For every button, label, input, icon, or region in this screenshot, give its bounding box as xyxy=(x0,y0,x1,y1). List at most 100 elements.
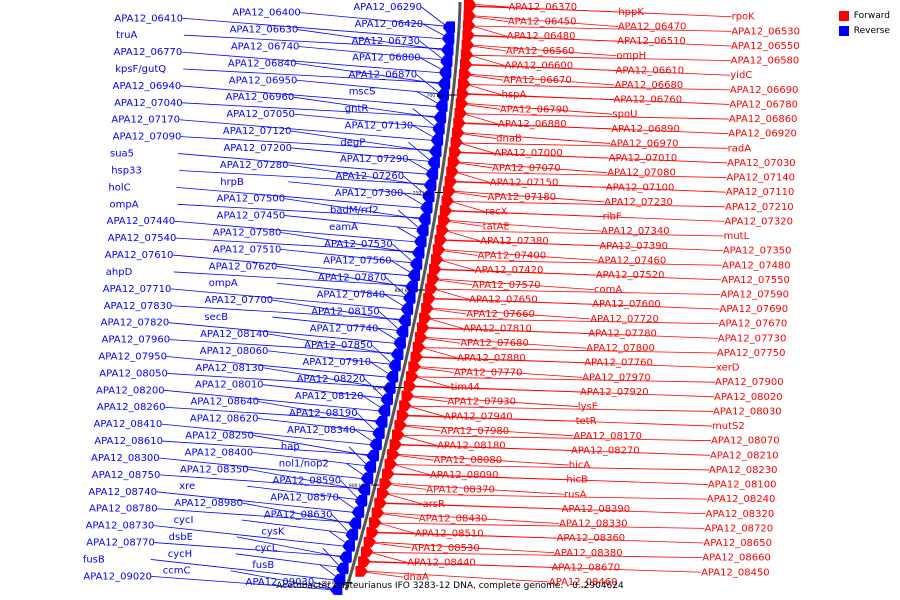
gene-label[interactable]: ahpD xyxy=(106,267,133,278)
gene-label[interactable]: APA12_08340 xyxy=(287,425,356,436)
gene-label[interactable]: APA12_07150 xyxy=(490,177,559,188)
gene-label[interactable]: APA12_07770 xyxy=(454,367,523,378)
gene-label[interactable]: APA12_07950 xyxy=(98,352,167,363)
gene-label[interactable]: APA12_06480 xyxy=(507,31,576,42)
gene-label[interactable]: APA12_08300 xyxy=(91,453,160,464)
gene-label[interactable]: APA12_08450 xyxy=(701,567,770,578)
gene-label[interactable]: APA12_08410 xyxy=(94,419,163,430)
gene-label[interactable]: APA12_06550 xyxy=(731,41,800,52)
gene-label[interactable]: APA12_07120 xyxy=(223,126,292,137)
gene-label[interactable]: APA12_07610 xyxy=(105,250,174,261)
gene-label[interactable]: ccmC xyxy=(163,566,191,577)
gene-label[interactable]: secB xyxy=(204,312,228,323)
gene-label[interactable]: APA12_07740 xyxy=(310,323,379,334)
gene-label[interactable]: APA12_07180 xyxy=(488,192,557,203)
gene-label[interactable]: APA12_07880 xyxy=(457,353,526,364)
gene-label[interactable]: comA xyxy=(594,285,622,296)
gene-label[interactable]: holC xyxy=(108,182,130,193)
gene-label[interactable]: APA12_06790 xyxy=(500,104,569,115)
gene-label[interactable]: APA12_07450 xyxy=(217,211,286,222)
gene-label[interactable]: APA12_08330 xyxy=(559,519,628,530)
gene-label[interactable]: APA12_06740 xyxy=(231,41,300,52)
gene-label[interactable]: APA12_07660 xyxy=(466,309,535,320)
gene-label[interactable]: APA12_07560 xyxy=(323,256,392,267)
gene-label[interactable]: APA12_07540 xyxy=(108,233,177,244)
gene-label[interactable]: ompA xyxy=(110,199,139,210)
gene-label[interactable]: APA12_07050 xyxy=(226,109,295,120)
gene-label[interactable]: tim44 xyxy=(451,382,480,393)
gene-label[interactable]: APA12_06760 xyxy=(614,95,683,106)
gene-label[interactable]: xre xyxy=(179,481,195,492)
gene-label[interactable]: APA12_09030 xyxy=(246,577,315,588)
gene-label[interactable]: dnaB xyxy=(496,134,522,145)
gene-label[interactable]: APA12_07110 xyxy=(726,187,795,198)
gene-label[interactable]: kpsF/gutQ xyxy=(115,64,166,75)
gene-label[interactable]: APA12_07620 xyxy=(209,261,278,272)
gene-label[interactable]: truA xyxy=(116,30,137,41)
gene-label[interactable]: hrpB xyxy=(220,177,244,188)
gene-label[interactable]: APA12_08010 xyxy=(195,380,264,391)
gene-label[interactable]: APA12_07580 xyxy=(213,227,282,238)
gene-label[interactable]: rpoK xyxy=(732,12,756,23)
gene-label[interactable]: dsbE xyxy=(169,532,193,543)
gene-label[interactable]: APA12_06400 xyxy=(232,8,301,19)
gene-label[interactable]: APA12_08750 xyxy=(92,470,161,481)
gene-label[interactable]: APA12_06690 xyxy=(730,85,799,96)
gene-label[interactable]: cycL xyxy=(255,543,278,554)
gene-label[interactable]: APA12_08220 xyxy=(297,374,366,385)
gene-label[interactable]: hicA xyxy=(569,460,591,471)
gene-label[interactable]: APA12_07810 xyxy=(463,324,532,335)
gene-label[interactable]: APA12_08620 xyxy=(190,414,259,425)
gene-label[interactable]: APA12_08150 xyxy=(311,306,380,317)
gene-label[interactable]: APA12_08370 xyxy=(426,484,495,495)
gene-label[interactable]: hicB xyxy=(566,475,588,486)
gene-label[interactable]: APA12_06420 xyxy=(355,19,424,30)
gene-label[interactable]: APA12_06770 xyxy=(114,47,183,58)
gene-label[interactable]: APA12_08270 xyxy=(571,445,640,456)
gene-label[interactable]: APA12_08130 xyxy=(195,363,264,374)
gene-label[interactable]: APA12_08060 xyxy=(200,346,269,357)
gene-label[interactable]: rusA xyxy=(564,489,587,500)
gene-label[interactable]: tetR xyxy=(576,416,597,427)
gene-label[interactable]: APA12_08570 xyxy=(270,492,339,503)
gene-label[interactable]: APA12_07780 xyxy=(588,328,657,339)
gene-label[interactable]: APA12_07510 xyxy=(213,244,282,255)
gene-label[interactable]: APA12_07800 xyxy=(586,343,655,354)
gene-label[interactable]: arsR xyxy=(423,499,445,510)
gene-label[interactable]: APA12_07260 xyxy=(335,171,404,182)
gene-label[interactable]: APA12_07460 xyxy=(598,255,667,266)
gene-label[interactable]: APA12_06530 xyxy=(731,26,800,37)
gene-label[interactable]: APA12_08170 xyxy=(573,431,642,442)
gene-label[interactable]: APA12_08320 xyxy=(706,509,775,520)
gene-label[interactable]: APA12_07900 xyxy=(715,377,784,388)
gene-label[interactable]: APA12_06960 xyxy=(226,92,295,103)
gene-label[interactable]: APA12_06950 xyxy=(229,75,298,86)
gene-label[interactable]: cysK xyxy=(261,526,285,537)
gene-label[interactable]: APA12_08070 xyxy=(711,436,780,447)
gene-label[interactable]: APA12_08660 xyxy=(702,553,771,564)
gene-label[interactable]: APA12_08140 xyxy=(200,329,269,340)
gene-label[interactable]: nol1/nop2 xyxy=(279,459,329,470)
gene-label[interactable]: APA12_07520 xyxy=(596,270,665,281)
gene-label[interactable]: APA12_08390 xyxy=(562,504,631,515)
gene-label[interactable]: APA12_07840 xyxy=(317,290,386,301)
gene-label[interactable]: APA12_07750 xyxy=(717,348,786,359)
gene-label[interactable]: APA12_08230 xyxy=(709,465,778,476)
gene-label[interactable]: APA12_07290 xyxy=(340,154,409,165)
gene-label[interactable]: hap xyxy=(281,442,300,453)
gene-label[interactable]: APA12_07910 xyxy=(302,357,371,368)
gene-label[interactable]: APA12_07170 xyxy=(111,115,180,126)
gene-label[interactable]: APA12_07680 xyxy=(460,338,529,349)
gene-label[interactable]: gntR xyxy=(345,103,369,114)
gene-label[interactable]: APA12_06670 xyxy=(503,75,572,86)
gene-label[interactable]: APA12_07980 xyxy=(441,426,510,437)
gene-label[interactable]: APA12_08610 xyxy=(94,436,163,447)
gene-label[interactable]: APA12_07030 xyxy=(727,158,796,169)
gene-label[interactable]: APA12_07040 xyxy=(114,98,183,109)
gene-label[interactable]: APA12_07130 xyxy=(345,120,414,131)
gene-label[interactable]: APA12_07850 xyxy=(304,340,373,351)
gene-label[interactable]: APA12_08360 xyxy=(557,533,626,544)
gene-label[interactable]: APA12_07210 xyxy=(725,202,794,213)
gene-label[interactable]: APA12_06580 xyxy=(731,56,800,67)
gene-label[interactable]: APA12_06970 xyxy=(610,138,679,149)
